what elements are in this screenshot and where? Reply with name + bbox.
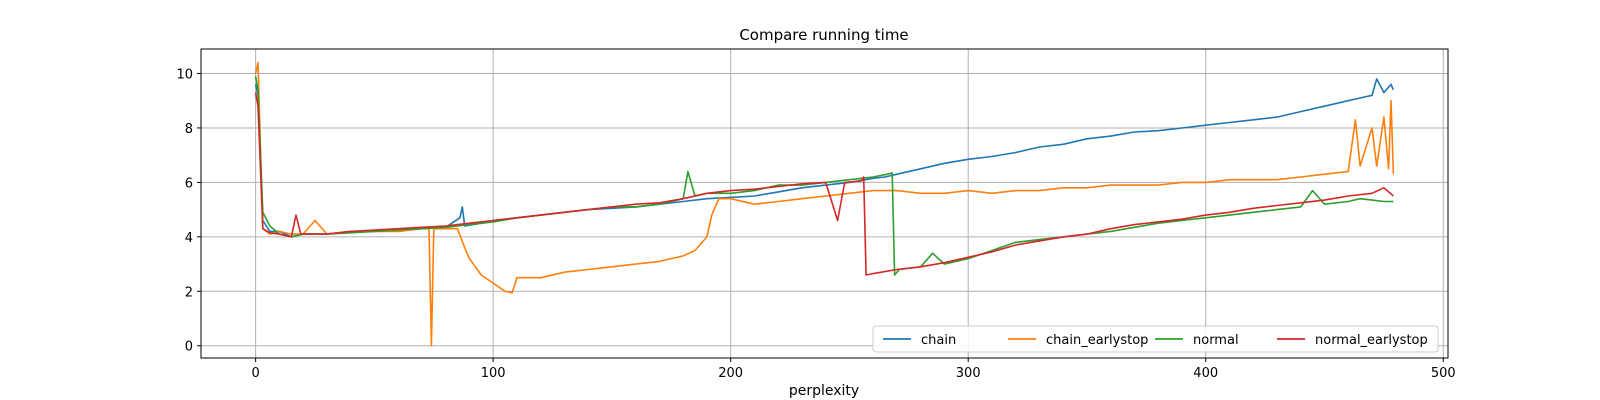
series-line-normal_earlystop (254, 92, 1394, 276)
series-group (254, 61, 1395, 347)
plot-frame (200, 48, 1449, 359)
y-tick-label-4: 8 (185, 122, 193, 137)
y-tick-label-0: 0 (185, 340, 193, 355)
x-tick-label-1: 100 (481, 366, 506, 381)
x-axis: 0 100 200 300 400 500 (251, 358, 1456, 381)
x-tick-label-3: 300 (956, 366, 981, 381)
series-line-normal (254, 76, 1394, 276)
series-line-chain_earlystop (254, 61, 1395, 347)
x-axis-label: perplexity (789, 383, 859, 399)
legend-label-chain: chain (921, 333, 956, 348)
legend-label-normal_earlystop: normal_earlystop (1315, 333, 1428, 348)
x-tick-label-4: 400 (1193, 366, 1218, 381)
legend: chain chain_earlystop normal normal_earlyst… (872, 325, 1439, 353)
y-axis: 0 2 4 6 8 10 (176, 68, 201, 355)
y-tick-label-5: 10 (176, 68, 193, 83)
grid (201, 49, 1448, 358)
legend-label-normal: normal (1193, 333, 1239, 348)
y-tick-label-1: 2 (185, 285, 193, 300)
legend-label-chain_earlystop: chain_earlystop (1046, 333, 1148, 348)
x-tick-label-5: 500 (1431, 366, 1456, 381)
y-tick-label-2: 4 (185, 231, 193, 246)
y-tick-label-3: 6 (185, 176, 193, 191)
x-tick-label-0: 0 (251, 366, 259, 381)
x-tick-label-2: 200 (718, 366, 743, 381)
chart-title: Compare running time (739, 26, 908, 44)
